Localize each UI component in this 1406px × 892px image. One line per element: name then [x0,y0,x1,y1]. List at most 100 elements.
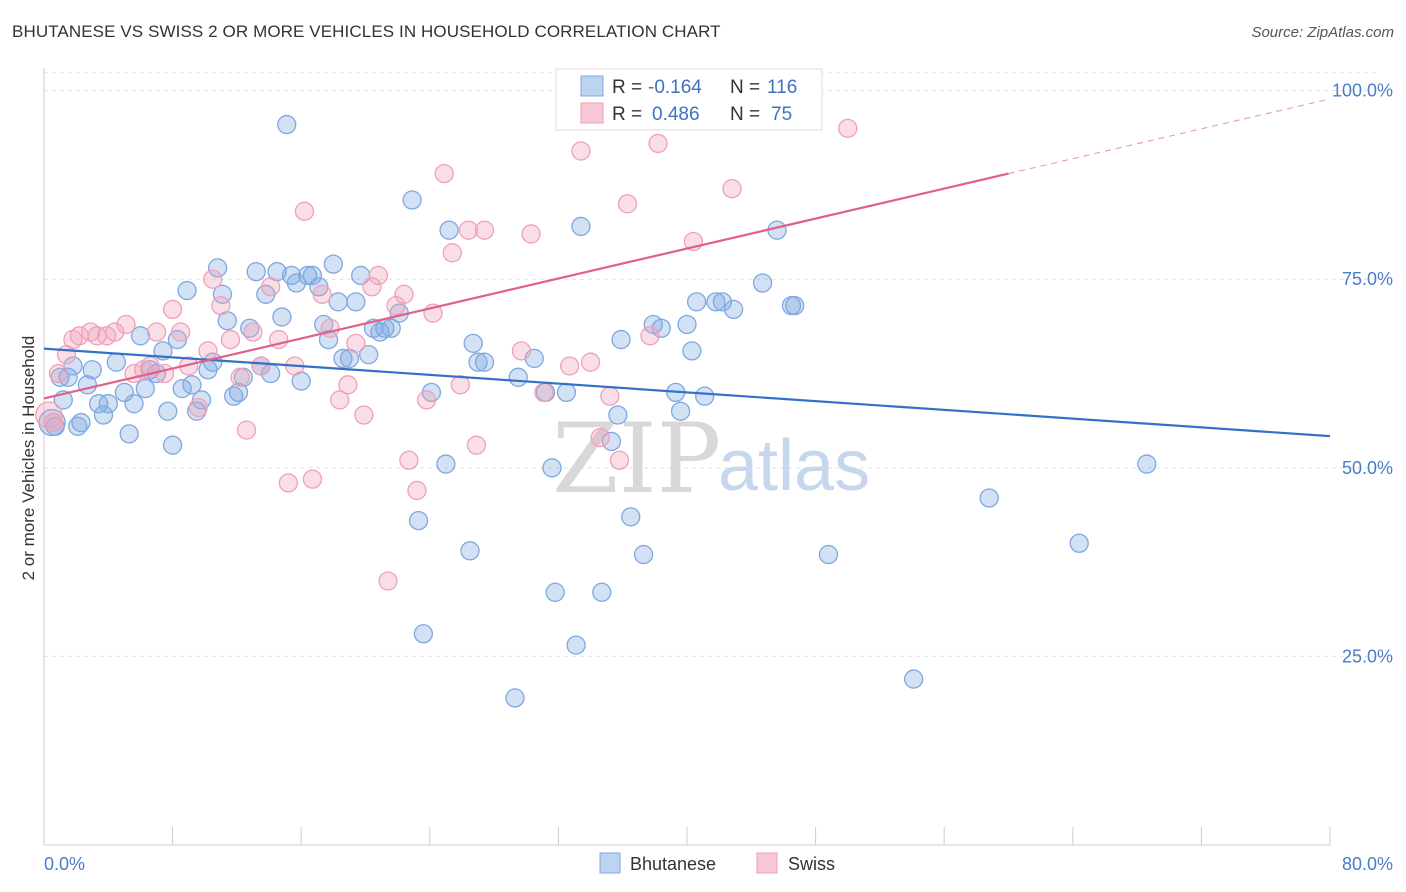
legend-r-label-1: R = [612,77,642,98]
point-swiss-46 [407,480,427,501]
point-swiss-33 [302,469,323,489]
point-bhutanese-109 [1069,533,1089,553]
point-bhutanese-88 [611,329,631,350]
point-swiss-54 [474,220,495,240]
point-swiss-10 [116,314,136,335]
grid [44,72,1380,657]
point-swiss-74 [838,118,858,138]
point-swiss-51 [450,375,470,395]
point-bhutanese-87 [608,405,628,425]
point-bhutanese-102 [752,273,773,293]
point-swiss-26 [243,322,263,342]
point-swiss-19 [188,397,208,418]
trend-line-swiss [43,172,1009,400]
point-swiss-24 [230,367,250,387]
point-bhutanese-101 [723,299,744,320]
x-tick-label-1: 80.0% [1342,854,1393,874]
point-bhutanese-58 [346,292,366,312]
point-bhutanese-94 [670,401,691,421]
point-bhutanese-103 [767,220,787,240]
legend-swatch-bhutanese [580,75,604,97]
point-bhutanese-106 [818,544,839,565]
point-bhutanese-98 [695,386,715,406]
point-swiss-41 [368,265,389,286]
point-swiss-40 [362,277,382,297]
point-swiss-61 [590,427,610,448]
trend-line-swiss-dashed [1008,98,1331,175]
x-tick-labels: 0.0% 80.0% [44,854,1393,874]
point-bhutanese-105 [785,295,805,316]
point-swiss-32 [294,201,315,221]
point-swiss-36 [330,390,350,410]
point-bhutanese-50 [302,265,323,286]
point-bhutanese-66 [402,190,422,210]
legend-n-label-2: N = [730,104,760,125]
point-bhutanese-74 [468,352,488,372]
point-swiss-27 [251,356,271,376]
y-tick-label-2: 75.0% [1342,269,1393,289]
point-bhutanese-82 [556,382,577,403]
point-bhutanese-107 [904,669,924,689]
point-swiss-9 [105,322,125,342]
point-bhutanese-96 [682,341,702,361]
bottom-legend-label-swiss: Swiss [788,854,835,874]
watermark: ZIP atlas [552,403,870,515]
point-bhutanese-77 [508,367,528,387]
point-swiss-25 [236,420,257,440]
point-swiss-30 [278,473,298,493]
point-bhutanese-47 [286,273,307,293]
point-swiss-62 [600,386,620,406]
y-tick-labels: 25.0% 50.0% 75.0% 100.0% [1332,81,1393,667]
y-axis-label: 2 or more Vehicles in Household [19,336,38,581]
point-bhutanese-27 [182,375,202,395]
point-swiss-34 [312,284,332,304]
trend-line-bhutanese [43,347,1331,438]
bottom-legend-swatch-bhutanese [599,852,621,874]
point-swiss-63 [609,450,630,470]
point-swiss-65 [640,326,660,346]
point-swiss-45 [399,450,419,470]
point-bhutanese-11 [93,405,114,425]
legend-n-value-2: 75 [771,104,792,125]
point-swiss-55 [511,341,532,361]
point-bhutanese-26 [177,280,197,301]
watermark-zip: ZIP [552,403,721,515]
point-bhutanese-16 [124,394,144,414]
point-bhutanese-64 [381,318,401,338]
point-bhutanese-39 [246,262,266,282]
point-bhutanese-108 [979,488,999,508]
legend-r-label-2: R = [612,104,642,125]
legend-swatch-swiss [580,102,604,124]
point-bhutanese-99 [706,292,726,312]
point-bhutanese-4 [58,367,78,387]
y-tick-label-3: 100.0% [1332,81,1393,101]
point-swiss-58 [560,356,580,376]
bottom-legend-swatch-swiss [756,852,778,874]
point-swiss-59 [571,141,591,161]
point-swiss-39 [354,405,374,425]
point-bhutanese-95 [677,314,697,335]
point-bhutanese-85 [592,582,612,602]
point-bhutanese-25 [172,378,192,399]
point-bhutanese-67 [408,510,429,531]
point-bhutanese-44 [272,307,292,327]
point-bhutanese-55 [328,292,348,312]
point-bhutanese-17 [130,326,151,346]
legend-r-value-2: 0.486 [652,104,700,125]
point-bhutanese-13 [106,352,126,372]
point-swiss-49 [434,163,454,184]
bottom-legend-label-bhutanese: Bhutanese [630,854,716,874]
point-bhutanese-80 [542,458,562,478]
point-bhutanese-56 [333,348,353,369]
point-swiss-35 [320,318,340,338]
point-swiss-57 [534,382,554,403]
point-bhutanese-97 [686,292,707,312]
y-tick-label-1: 50.0% [1342,458,1393,478]
point-swiss-43 [386,295,406,316]
legend-n-value-1: 116 [767,77,797,98]
point-swiss-37 [338,375,358,395]
point-bhutanese-75 [474,352,495,372]
point-swiss-15 [154,363,175,384]
legend-r-value-1: -0.164 [648,77,702,98]
point-swiss-64 [617,194,638,214]
